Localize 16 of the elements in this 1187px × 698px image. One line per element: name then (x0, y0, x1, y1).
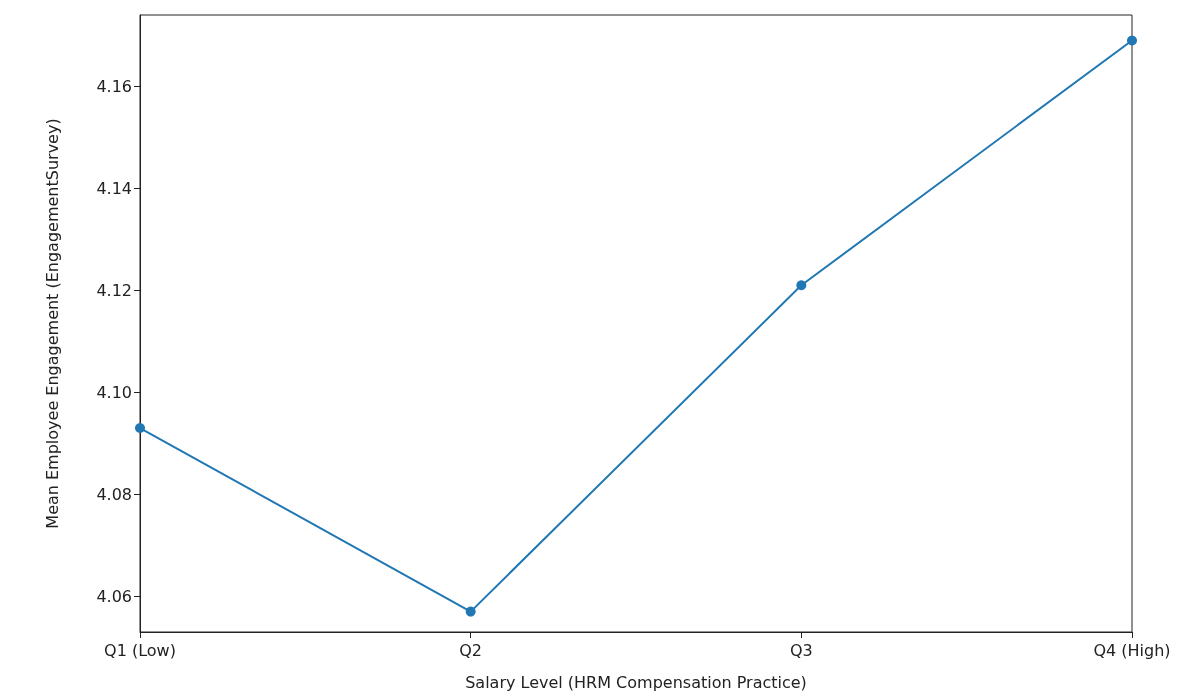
point (465, 606, 476, 617)
y-axis-title: Mean Employee Engagement (EngagementSurvey) (42, 118, 62, 529)
x-axis-title: Salary Level (HRM Compensation Practice) (465, 672, 807, 692)
point (1127, 35, 1137, 46)
point (135, 423, 145, 434)
y-tick-label: 4.16 (96, 76, 132, 96)
y-tick-label: 4.14 (96, 178, 132, 198)
y-tick-label: 4.10 (96, 382, 132, 402)
x-tick-label: Q1 (Low) (104, 640, 176, 660)
x-tick-label: Q2 (459, 640, 483, 660)
y-tick-label: 4.08 (96, 484, 132, 504)
x-tick-label: Q4 (High) (1093, 640, 1171, 660)
x-tick-label: Q3 (789, 640, 813, 660)
y-tick-label: 4.06 (96, 586, 132, 606)
point (796, 280, 807, 291)
y-tick-label: 4.12 (96, 280, 132, 300)
